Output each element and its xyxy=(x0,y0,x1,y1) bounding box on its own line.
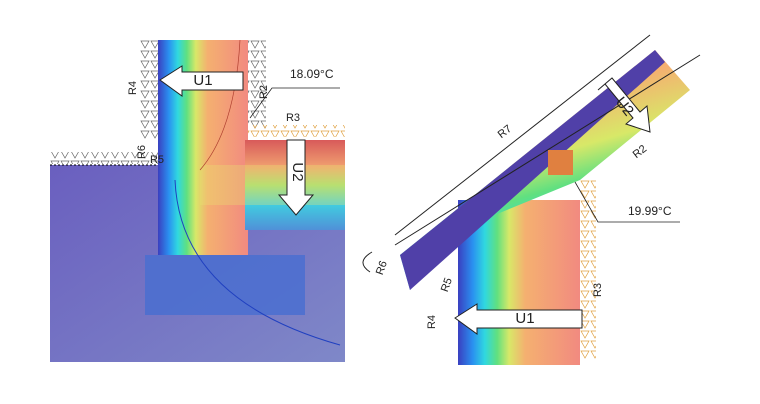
label: R4 xyxy=(127,81,139,95)
leader xyxy=(249,87,340,119)
boundary xyxy=(248,40,266,130)
roof-line xyxy=(394,34,651,236)
label: R3 xyxy=(286,112,300,124)
label: U1 xyxy=(193,72,212,89)
roof-line xyxy=(394,54,701,246)
roof-gradient xyxy=(400,50,690,290)
right-diagram: R7 U2 R2 19.99°C R6 R5 R3 R4 U1 xyxy=(362,34,701,365)
label: U1 xyxy=(515,310,534,327)
label: R5 xyxy=(150,154,164,166)
isotherm xyxy=(199,39,241,171)
arrow-u1 xyxy=(159,65,244,97)
leader xyxy=(574,181,680,223)
label: R6 xyxy=(374,259,390,276)
isotherm xyxy=(174,179,341,346)
slab-band xyxy=(200,165,345,205)
arrow-u2 xyxy=(597,77,651,133)
label: 18.09°C xyxy=(290,67,334,81)
gutter xyxy=(362,251,373,273)
footing xyxy=(145,255,305,315)
label: R5 xyxy=(439,276,455,293)
boundary xyxy=(248,125,345,137)
label: R2 xyxy=(631,143,649,161)
boundary xyxy=(140,40,158,140)
label: 19.99°C xyxy=(628,204,672,218)
boundary xyxy=(580,180,596,360)
left-diagram: R4 U1 18.09°C R2 R3 R6 R5 U2 xyxy=(50,39,345,362)
label: U2 xyxy=(289,162,306,181)
label: R7 xyxy=(496,123,514,141)
beam xyxy=(548,150,573,175)
label: R3 xyxy=(592,283,604,297)
label: R2 xyxy=(258,85,270,99)
arrow-u1 xyxy=(454,303,583,335)
label: R6 xyxy=(136,145,148,159)
arrow-u2 xyxy=(277,139,315,216)
boundary xyxy=(50,152,165,164)
roof-cladding xyxy=(400,50,665,290)
label: R4 xyxy=(426,315,438,329)
